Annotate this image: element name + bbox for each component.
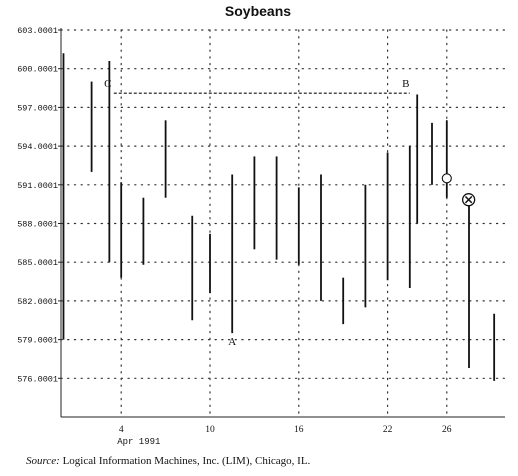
y-tick-label: 594.0001 — [17, 142, 58, 152]
x-cross-stroke — [464, 195, 473, 204]
grid — [60, 29, 506, 418]
label-b: B — [402, 78, 409, 90]
y-tick-label: 579.0001 — [17, 336, 58, 346]
y-tick-label: 600.0001 — [17, 65, 58, 75]
x-tick-label: 4 — [119, 425, 124, 435]
source-text: Logical Information Machines, Inc. (LIM)… — [62, 455, 311, 467]
y-tick-label: 603.0001 — [17, 26, 58, 36]
y-tick-label: 588.0001 — [17, 219, 58, 229]
y-tick-label: 597.0001 — [17, 103, 58, 113]
y-tick-label: 591.0001 — [17, 181, 58, 191]
x-sublabel: Apr 1991 — [117, 437, 160, 447]
label-c: C — [104, 78, 111, 90]
annotations: C B A — [104, 78, 476, 348]
price-bars — [62, 53, 496, 381]
open-circle-marker — [441, 173, 452, 184]
x-tick-label: 22 — [383, 425, 393, 435]
source-note: Source: Logical Information Machines, In… — [26, 455, 310, 467]
y-tick-labels: 576.0001 579.0001 582.0001 585.0001 588.0001… — [17, 26, 58, 384]
x-tick-label: 16 — [294, 425, 304, 435]
y-tick-label: 582.0001 — [17, 297, 58, 307]
x-tick-label: 10 — [205, 425, 215, 435]
y-tick-label: 576.0001 — [17, 374, 58, 384]
x-tick-label: 26 — [442, 425, 452, 435]
label-a: A — [228, 336, 236, 348]
x-tick-labels: 4 10 16 22 26 Apr 1991 — [117, 425, 452, 447]
chart-title: Soybeans — [225, 3, 291, 19]
axes — [58, 28, 505, 418]
y-tick-label: 585.0001 — [17, 258, 58, 268]
source-label: Source: — [26, 455, 60, 467]
